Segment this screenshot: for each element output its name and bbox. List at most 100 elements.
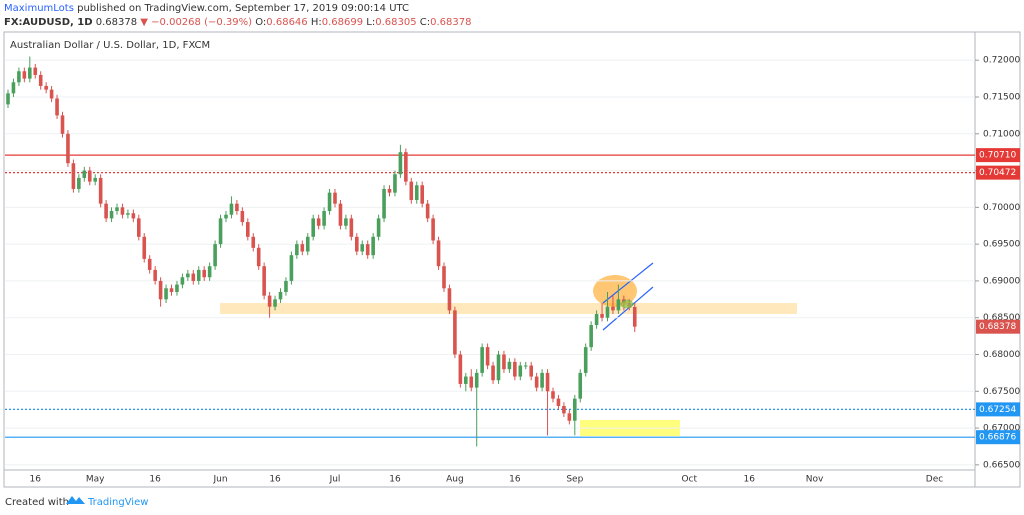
level-label-box [976,430,1020,445]
pattern-marker [620,299,634,309]
candle-body [28,67,32,79]
x-tick-label: Jun [213,475,228,485]
candle-body [431,218,435,241]
candle-body [218,218,223,245]
candle-body [567,413,572,421]
level-label-box [976,148,1020,163]
x-tick-label: 16 [30,475,42,485]
y-tick-label: 0.67500 [983,387,1020,397]
candle-body [420,185,424,204]
candle-body [295,244,299,256]
candle-body [147,258,152,270]
candle-body [60,115,65,134]
candle-body [371,236,375,256]
candle-body [300,244,305,252]
candle-body [98,177,103,204]
y-tick-label: 0.67000 [983,424,1020,434]
x-tick-label: May [86,475,105,485]
candle-body [545,372,550,392]
highlight-ellipse [593,275,637,307]
candle-body [355,236,359,252]
candle-body [169,288,174,292]
y-tick-label: 0.66500 [983,460,1020,470]
candle-body [611,306,615,311]
candle-body [616,299,621,311]
candle-body [458,354,463,384]
candle-body [469,376,474,388]
candle-body [409,181,414,201]
candle-body [344,218,348,226]
level-label: 0.70710 [979,151,1016,161]
candle-body [382,188,386,219]
candle-body [186,273,190,278]
candle-body [158,280,163,300]
candle-body [311,218,315,237]
last: 0.68378 [95,17,138,28]
candle-body [104,203,108,219]
y-tick-label: 0.68500 [983,313,1020,323]
candle-body [491,365,495,381]
x-tick-label: 16 [269,475,281,485]
candle-body [594,314,599,326]
candle-body [632,306,637,327]
l-value: 0.68305 [375,17,417,28]
candle-body [436,240,441,267]
channel-upper [602,262,654,304]
x-tick-label: Oct [681,475,697,485]
level-label-box [976,402,1020,417]
last-price-box [976,319,1020,334]
candle-body [485,347,490,366]
candle-body [387,188,392,193]
candle-body [22,71,27,79]
candle-body [33,67,38,75]
h-label: H: [310,17,322,28]
candle-body [207,266,212,278]
candle-body [153,269,157,281]
candle-body [213,244,217,267]
candle-body [480,347,484,373]
plot: 0.66500 0.67000 0.67500 0.68000 0.68500 0.690… [5,56,1020,485]
quote-line: FX:AUDUSD, 1D 0.68378 ▼ −0.00268 (−0.39%… [4,16,472,30]
x-tick-label: Dec [926,475,943,485]
candle-body [578,372,583,399]
candle-body [534,376,539,388]
x-tick-label: Aug [446,475,464,485]
candle-body [267,295,272,307]
candle-body [262,266,266,296]
candle-body [513,361,517,377]
candle-body [464,376,468,384]
candle-body [251,236,256,248]
candle-body [256,247,261,267]
candle-body [474,372,479,388]
candle-body [518,365,523,377]
author[interactable]: MaximumLots [4,3,74,14]
candle-body [115,207,119,212]
candle-body [55,98,59,116]
candle-body [246,222,250,237]
candle-body [333,192,337,204]
candle-body [360,244,365,252]
level-label: 0.66876 [979,433,1016,443]
x-tick-label: 16 [149,475,161,485]
published: published on TradingView.com, September … [77,3,410,14]
o-value: 0.68646 [266,17,308,28]
candle-body [11,82,16,94]
channel-lower [602,286,654,331]
y-tick-label: 0.68000 [983,350,1020,360]
candle-body [126,213,130,215]
candle-body [137,218,141,237]
candle-body [120,207,125,215]
candle-body [164,288,168,300]
footer-created: Created with [5,497,69,508]
candle-body [393,174,397,193]
candle-body [202,269,206,278]
footer-brand[interactable]: TradingView [87,497,148,508]
candle-body [447,288,452,311]
candle-body [191,273,196,281]
candle-body [17,71,21,83]
x-tick-label: 16 [389,475,401,485]
candle-body [453,310,457,355]
candle-body [322,211,326,226]
candle-body [229,203,234,215]
candle-body [175,284,179,292]
